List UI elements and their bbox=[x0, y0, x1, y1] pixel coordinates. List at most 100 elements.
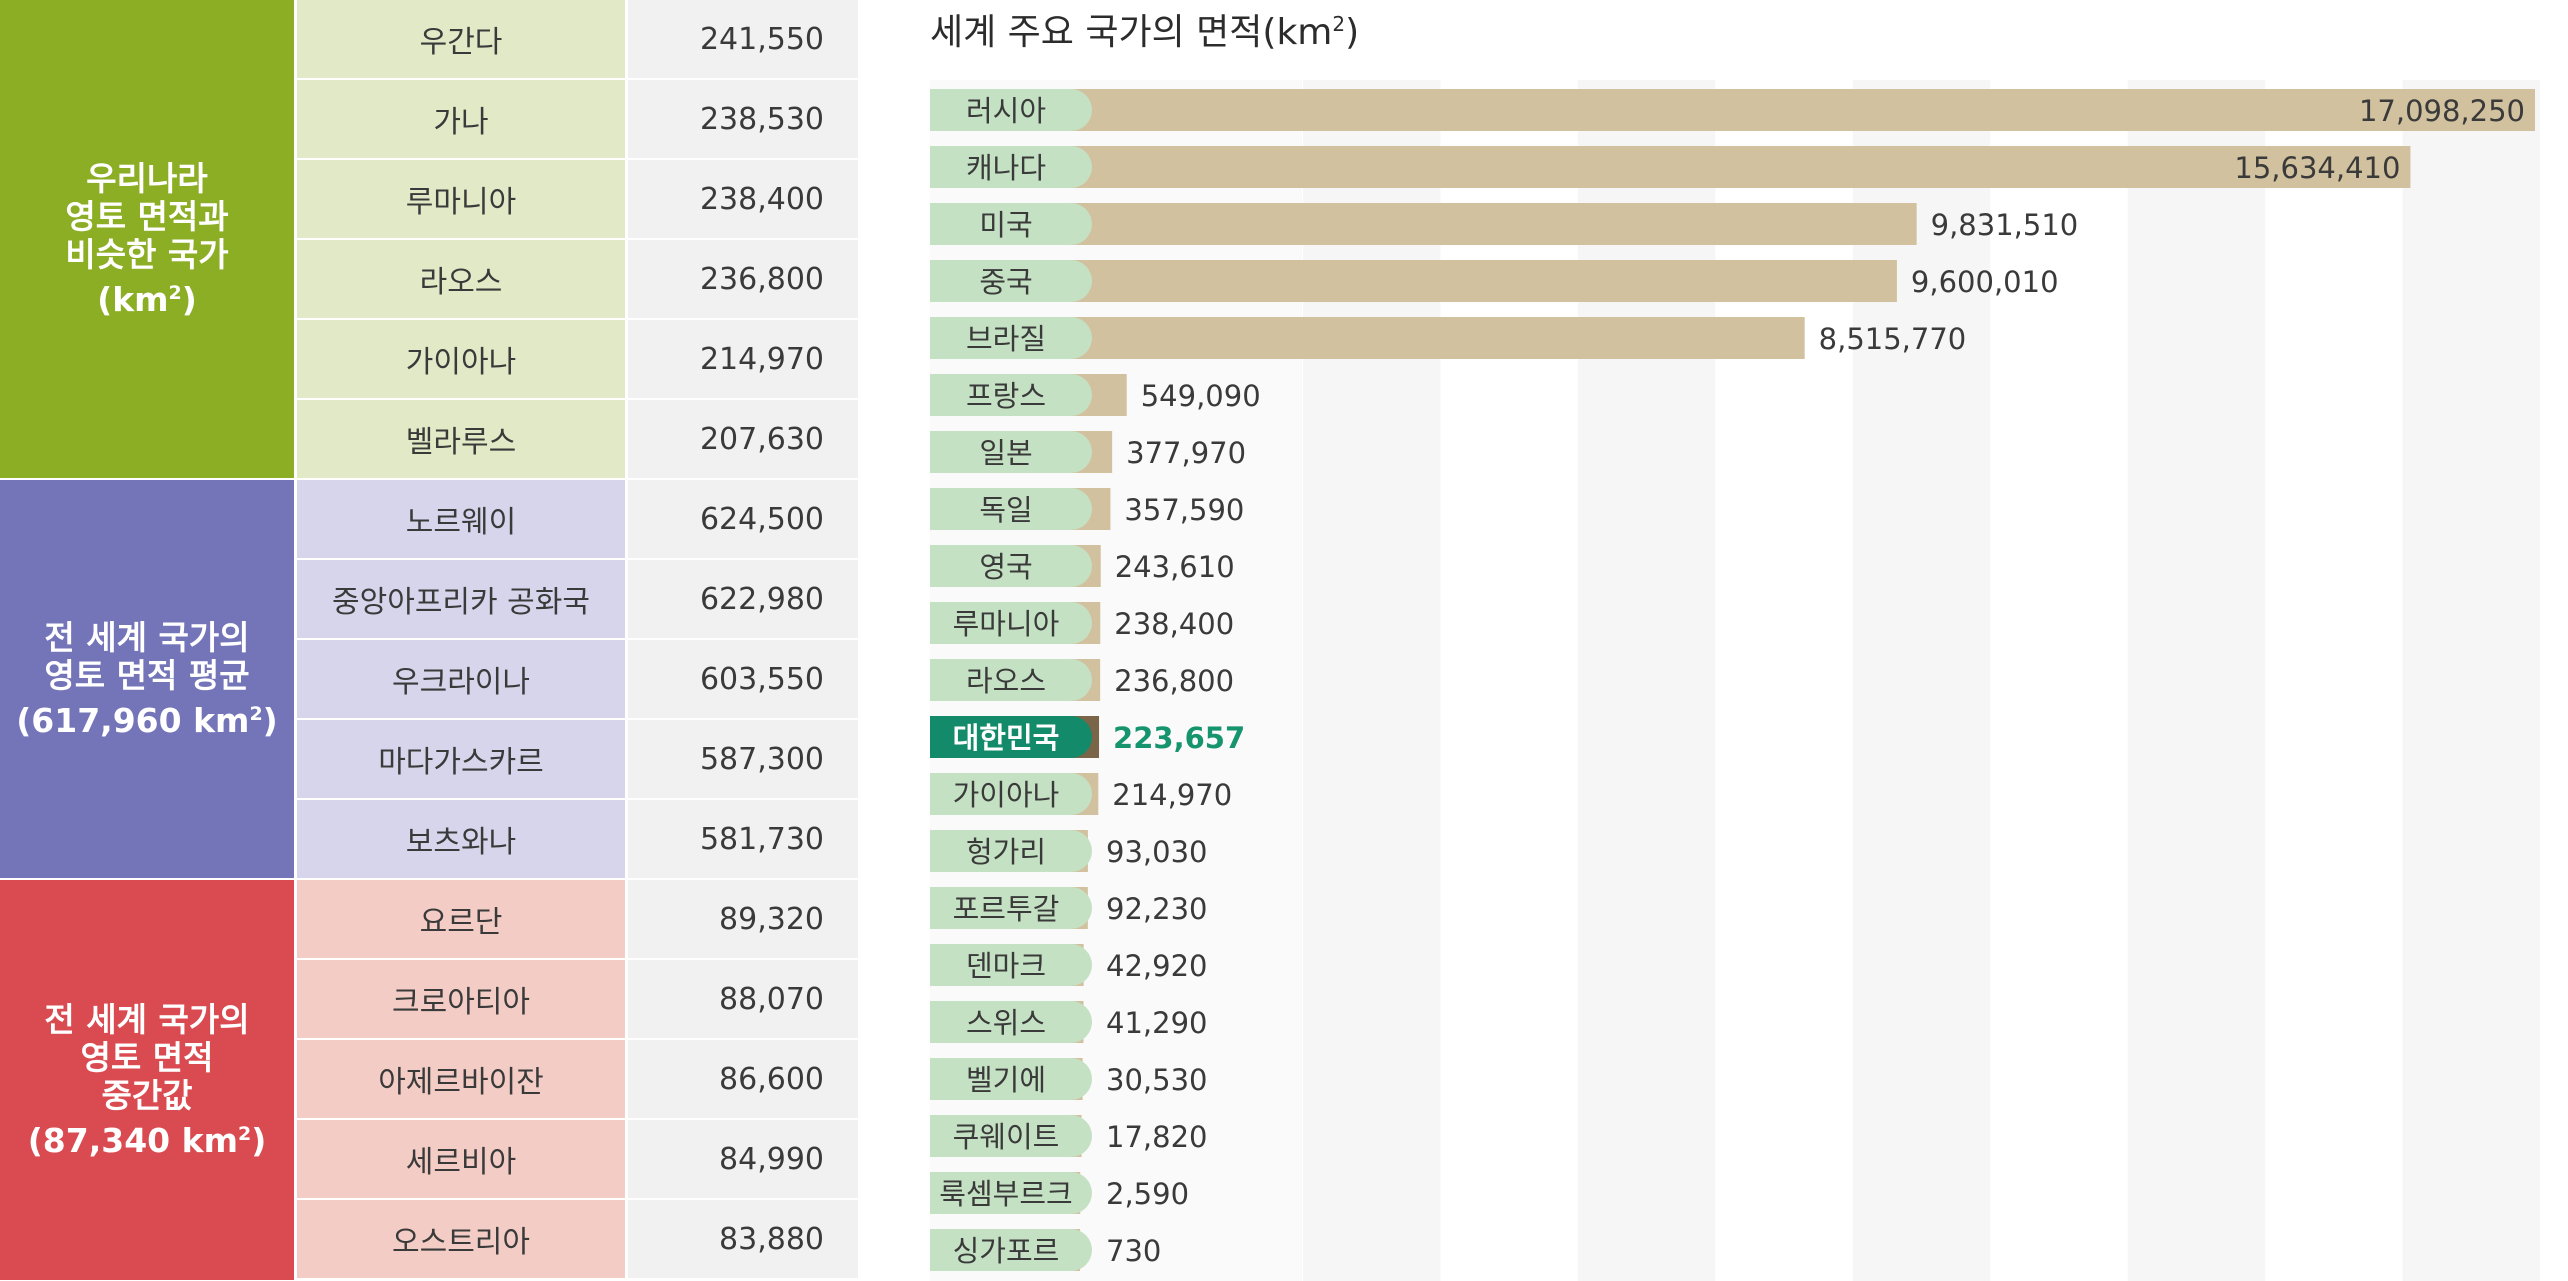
bar-category-pill bbox=[930, 659, 1092, 701]
group-label-line: 우리나라 bbox=[86, 158, 208, 198]
group-label-line: 전 세계 국가의 bbox=[44, 999, 250, 1039]
group-label-line: 영토 면적 평균 bbox=[44, 655, 250, 695]
table-country-name: 오스트리아 bbox=[297, 1200, 625, 1278]
bar-category-label: 스위스 bbox=[966, 1006, 1046, 1040]
bar-category-pill bbox=[930, 773, 1092, 815]
table-country-area: 89,320 bbox=[628, 880, 858, 958]
bar-value-label: 243,610 bbox=[1115, 550, 1235, 584]
table-country-area: 238,400 bbox=[628, 160, 858, 238]
bar-value-label: 15,634,410 bbox=[2234, 151, 2400, 185]
table-country-name: 라오스 bbox=[297, 240, 625, 318]
bar-category-pill bbox=[930, 1172, 1092, 1214]
bar-category-pill bbox=[930, 716, 1092, 758]
bar-category-pill bbox=[930, 602, 1092, 644]
grid-band bbox=[2402, 80, 2540, 1281]
bar-value-label: 8,515,770 bbox=[1819, 322, 1967, 356]
table-country-area: 624,500 bbox=[628, 480, 858, 558]
table-country-area: 587,300 bbox=[628, 720, 858, 798]
bar bbox=[930, 146, 2411, 188]
table-country-name: 크로아티아 bbox=[297, 960, 625, 1038]
bar-value-label: 223,657 bbox=[1113, 721, 1245, 755]
table-country-name: 요르단 bbox=[297, 880, 625, 958]
bar-value-label: 93,030 bbox=[1106, 835, 1207, 869]
table-country-area: 214,970 bbox=[628, 320, 858, 398]
bar-value-label: 42,920 bbox=[1106, 949, 1207, 983]
bar-category-label: 독일 bbox=[979, 493, 1032, 527]
chart-title: 세계 주요 국가의 면적(km2) bbox=[930, 12, 1360, 53]
bar-value-label: 238,400 bbox=[1114, 607, 1234, 641]
bar-category-label: 일본 bbox=[979, 436, 1032, 470]
bar-category-label: 룩셈부르크 bbox=[939, 1177, 1072, 1211]
bar-category-pill bbox=[930, 1058, 1092, 1100]
group-label-line: 전 세계 국가의 bbox=[44, 617, 250, 657]
bar-category-pill bbox=[930, 317, 1092, 359]
bar-value-label: 2,590 bbox=[1106, 1177, 1189, 1211]
bar-value-label: 357,590 bbox=[1124, 493, 1244, 527]
bar-value-label: 9,831,510 bbox=[1931, 208, 2079, 242]
bar-category-pill bbox=[930, 1001, 1092, 1043]
bar-category-label: 벨기에 bbox=[966, 1063, 1046, 1097]
bar-category-pill bbox=[930, 203, 1092, 245]
bar-value-label: 41,290 bbox=[1106, 1006, 1207, 1040]
table-country-area: 88,070 bbox=[628, 960, 858, 1038]
bar-value-label: 214,970 bbox=[1112, 778, 1232, 812]
table-country-area: 236,800 bbox=[628, 240, 858, 318]
bar-category-pill bbox=[930, 89, 1092, 131]
group-label: 우리나라 영토 면적과 비슷한 국가 (km2) bbox=[0, 0, 294, 478]
bar-value-label: 236,800 bbox=[1114, 664, 1234, 698]
bar-value-label: 17,098,250 bbox=[2359, 94, 2525, 128]
bar-category-label: 미국 bbox=[979, 208, 1032, 242]
bar-category-label: 러시아 bbox=[966, 94, 1046, 128]
bar-category-pill bbox=[930, 1229, 1092, 1271]
group-label-line: 영토 면적과 bbox=[65, 196, 229, 236]
table-country-name: 루마니아 bbox=[297, 160, 625, 238]
group-label-line: 중간값 bbox=[101, 1075, 193, 1115]
bar-category-pill bbox=[930, 488, 1092, 530]
bar-value-label: 549,090 bbox=[1141, 379, 1261, 413]
bar-category-label: 싱가포르 bbox=[953, 1234, 1060, 1268]
bar-category-pill bbox=[930, 944, 1092, 986]
bar-value-label: 730 bbox=[1106, 1234, 1161, 1268]
bar-category-pill bbox=[930, 260, 1092, 302]
group-label: 전 세계 국가의 영토 면적 평균 (617,960 km2) bbox=[0, 480, 294, 878]
table-country-area: 581,730 bbox=[628, 800, 858, 878]
group-unit: (87,340 km2) bbox=[27, 1120, 267, 1160]
area-comparison-table: 우리나라 영토 면적과 비슷한 국가 (km2) 우간다 241,550 가나 238,530… bbox=[0, 0, 858, 1281]
bar-value-label: 17,820 bbox=[1106, 1120, 1207, 1154]
bar-category-label: 대한민국 bbox=[953, 721, 1060, 755]
table-country-name: 아제르바이잔 bbox=[297, 1040, 625, 1118]
bar-category-label: 캐나다 bbox=[966, 151, 1046, 185]
bar-value-label: 92,230 bbox=[1106, 892, 1207, 926]
table-country-name: 우간다 bbox=[297, 0, 625, 78]
bar-category-pill bbox=[930, 146, 1092, 188]
table-country-area: 86,600 bbox=[628, 1040, 858, 1118]
table-country-area: 603,550 bbox=[628, 640, 858, 718]
table-country-name: 마다가스카르 bbox=[297, 720, 625, 798]
bar-category-pill bbox=[930, 1115, 1092, 1157]
bar-category-label: 루마니아 bbox=[953, 607, 1060, 641]
bar-category-pill bbox=[930, 431, 1092, 473]
grid-band bbox=[2127, 80, 2266, 1281]
bar-category-pill bbox=[930, 374, 1092, 416]
group-label: 전 세계 국가의 영토 면적 중간값 (87,340 km2) bbox=[0, 880, 294, 1280]
table-country-area: 238,530 bbox=[628, 80, 858, 158]
bar-category-pill bbox=[930, 545, 1092, 587]
table-country-name: 벨라루스 bbox=[297, 400, 625, 478]
bar-value-label: 377,970 bbox=[1126, 436, 1246, 470]
table-country-name: 우크라이나 bbox=[297, 640, 625, 718]
table-country-name: 보츠와나 bbox=[297, 800, 625, 878]
bar-category-label: 라오스 bbox=[966, 664, 1046, 698]
bar-category-label: 프랑스 bbox=[966, 379, 1046, 413]
group-label-line: 비슷한 국가 bbox=[65, 234, 229, 274]
table-country-name: 가나 bbox=[297, 80, 625, 158]
group-unit: (617,960 km2) bbox=[16, 700, 278, 740]
table-country-area: 83,880 bbox=[628, 1200, 858, 1278]
table-country-name: 노르웨이 bbox=[297, 480, 625, 558]
bar-category-label: 덴마크 bbox=[966, 949, 1046, 983]
bar-category-label: 포르투갈 bbox=[953, 892, 1060, 926]
group-unit: (km2) bbox=[97, 279, 197, 319]
bar-category-label: 중국 bbox=[979, 265, 1032, 299]
table-country-area: 241,550 bbox=[628, 0, 858, 78]
table-country-name: 중앙아프리카 공화국 bbox=[297, 560, 625, 638]
